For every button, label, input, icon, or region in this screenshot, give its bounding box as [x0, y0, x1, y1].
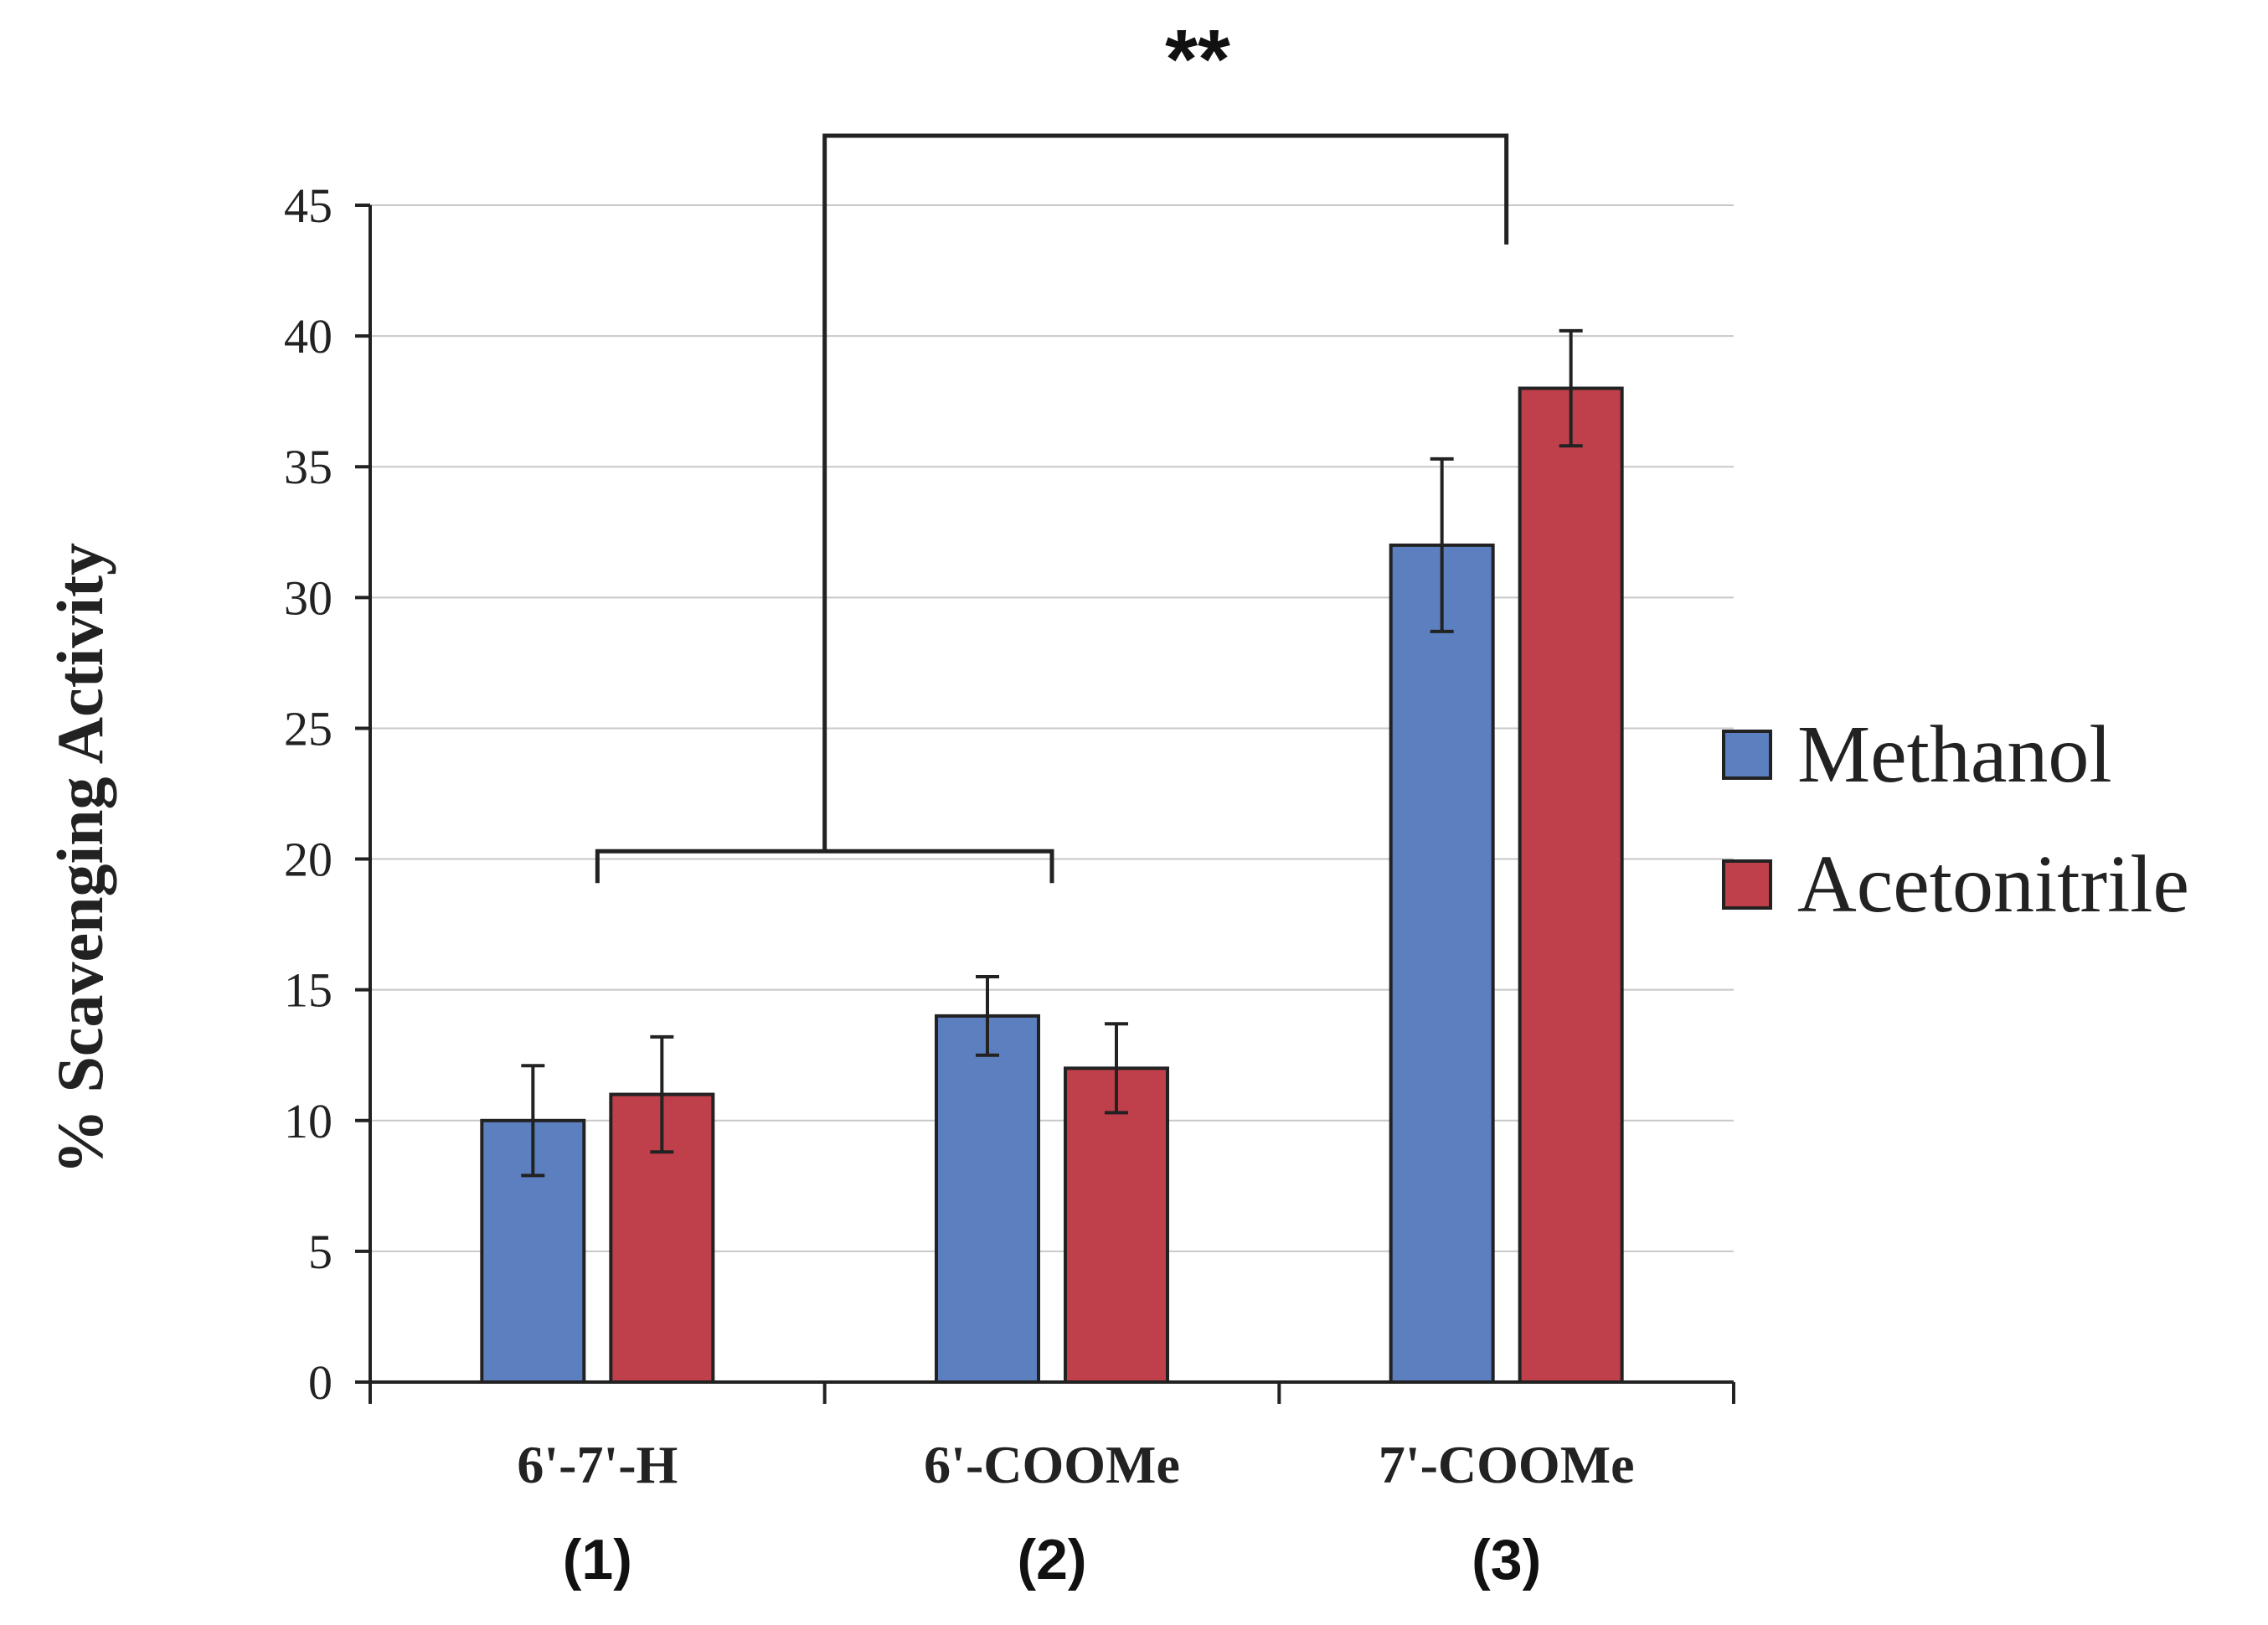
y-tick-label: 15: [284, 963, 332, 1018]
category-number: (1): [563, 1528, 632, 1591]
y-tick-label: 30: [284, 570, 332, 625]
bar-acetonitrile-2: [1064, 1066, 1169, 1385]
legend-label-acetonitrile: Acetonitrile: [1797, 839, 2189, 930]
bar-methanol-3: [1389, 543, 1495, 1384]
significance-bracket-lower: [595, 849, 1054, 884]
significance-bracket: **: [595, 13, 1509, 884]
category-label: 6'-7'-H: [517, 1435, 678, 1494]
legend-swatch-methanol: [1722, 730, 1772, 780]
y-tick-label: 35: [284, 440, 332, 494]
bar-methanol-2: [935, 1014, 1040, 1385]
y-tick-label: 10: [284, 1094, 332, 1148]
y-tick-label: 25: [284, 701, 332, 756]
category-number: (3): [1472, 1528, 1541, 1591]
y-axis-label: % Scavenging Activity: [44, 543, 116, 1174]
category-labels: 6'-7'-H (1) 6'-COOMe (2) 7'-COOMe (3): [517, 1435, 1634, 1591]
category-label: 7'-COOMe: [1379, 1435, 1635, 1494]
category-label: 6'-COOMe: [924, 1435, 1180, 1494]
legend: Methanol Acetonitrile: [1722, 709, 2189, 930]
category-number: (2): [1017, 1528, 1086, 1591]
bar-acetonitrile-3: [1518, 386, 1624, 1384]
error-bars: [521, 328, 1583, 1178]
y-tick-label: 45: [284, 178, 332, 233]
y-tick-label: 0: [308, 1355, 332, 1410]
bars: [480, 386, 1624, 1385]
y-tick-label: 5: [308, 1225, 332, 1279]
significance-bracket-upper: [822, 133, 1509, 852]
legend-swatch-acetonitrile: [1722, 859, 1772, 910]
axes: [355, 204, 1735, 1404]
legend-label-methanol: Methanol: [1797, 709, 2112, 800]
significance-label: **: [1165, 13, 1230, 106]
y-tick-labels: 0 5 10 15 20 25 30 35 40 45: [284, 178, 332, 1410]
y-tick-label: 40: [284, 309, 332, 364]
y-tick-label: 20: [284, 833, 332, 887]
